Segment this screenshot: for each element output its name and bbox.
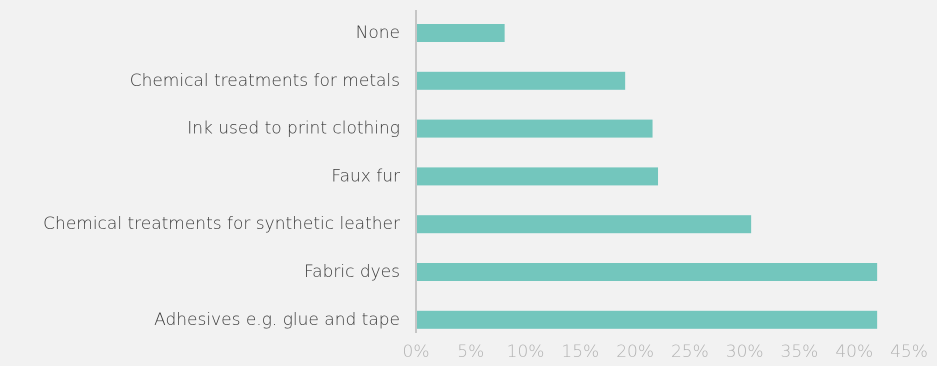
x-tick-label: 45% (890, 342, 928, 362)
category-label-none: None (356, 23, 400, 43)
x-axis-ticks: 0% 5% 10% 15% 20% 25% 30% 35% 40% 45% (403, 342, 928, 362)
x-tick-label: 10% (507, 342, 545, 362)
category-label-adhesives-e-g-glue-and-tape: Adhesives e.g. glue and tape (154, 310, 400, 330)
x-tick-label: 0% (403, 342, 430, 362)
bars (417, 24, 878, 329)
category-labels: None Chemical treatments for metals Ink us… (43, 23, 400, 330)
bar-none (417, 24, 505, 42)
category-label-chemical-treatments-for-synthetic-leather: Chemical treatments for synthetic leathe… (43, 214, 400, 234)
bar-faux-fur (417, 167, 659, 186)
bar-ink-used-to-print-clothing (417, 119, 653, 138)
x-tick-label: 5% (457, 342, 484, 362)
category-label-faux-fur: Faux fur (331, 166, 400, 186)
x-tick-label: 40% (835, 342, 873, 362)
category-label-ink-used-to-print-clothing: Ink used to print clothing (187, 119, 400, 139)
x-tick-label: 15% (561, 342, 599, 362)
bar-chemical-treatments-for-synthetic-leather (417, 215, 752, 234)
x-tick-label: 35% (781, 342, 819, 362)
x-tick-label: 30% (726, 342, 764, 362)
x-tick-label: 25% (671, 342, 709, 362)
category-label-chemical-treatments-for-metals: Chemical treatments for metals (130, 71, 400, 91)
bar-fabric-dyes (417, 263, 878, 281)
category-label-fabric-dyes: Fabric dyes (304, 262, 400, 282)
bar-chemical-treatments-for-metals (417, 71, 626, 90)
bar-adhesives-e-g-glue-and-tape (417, 310, 878, 329)
x-tick-label: 20% (616, 342, 654, 362)
